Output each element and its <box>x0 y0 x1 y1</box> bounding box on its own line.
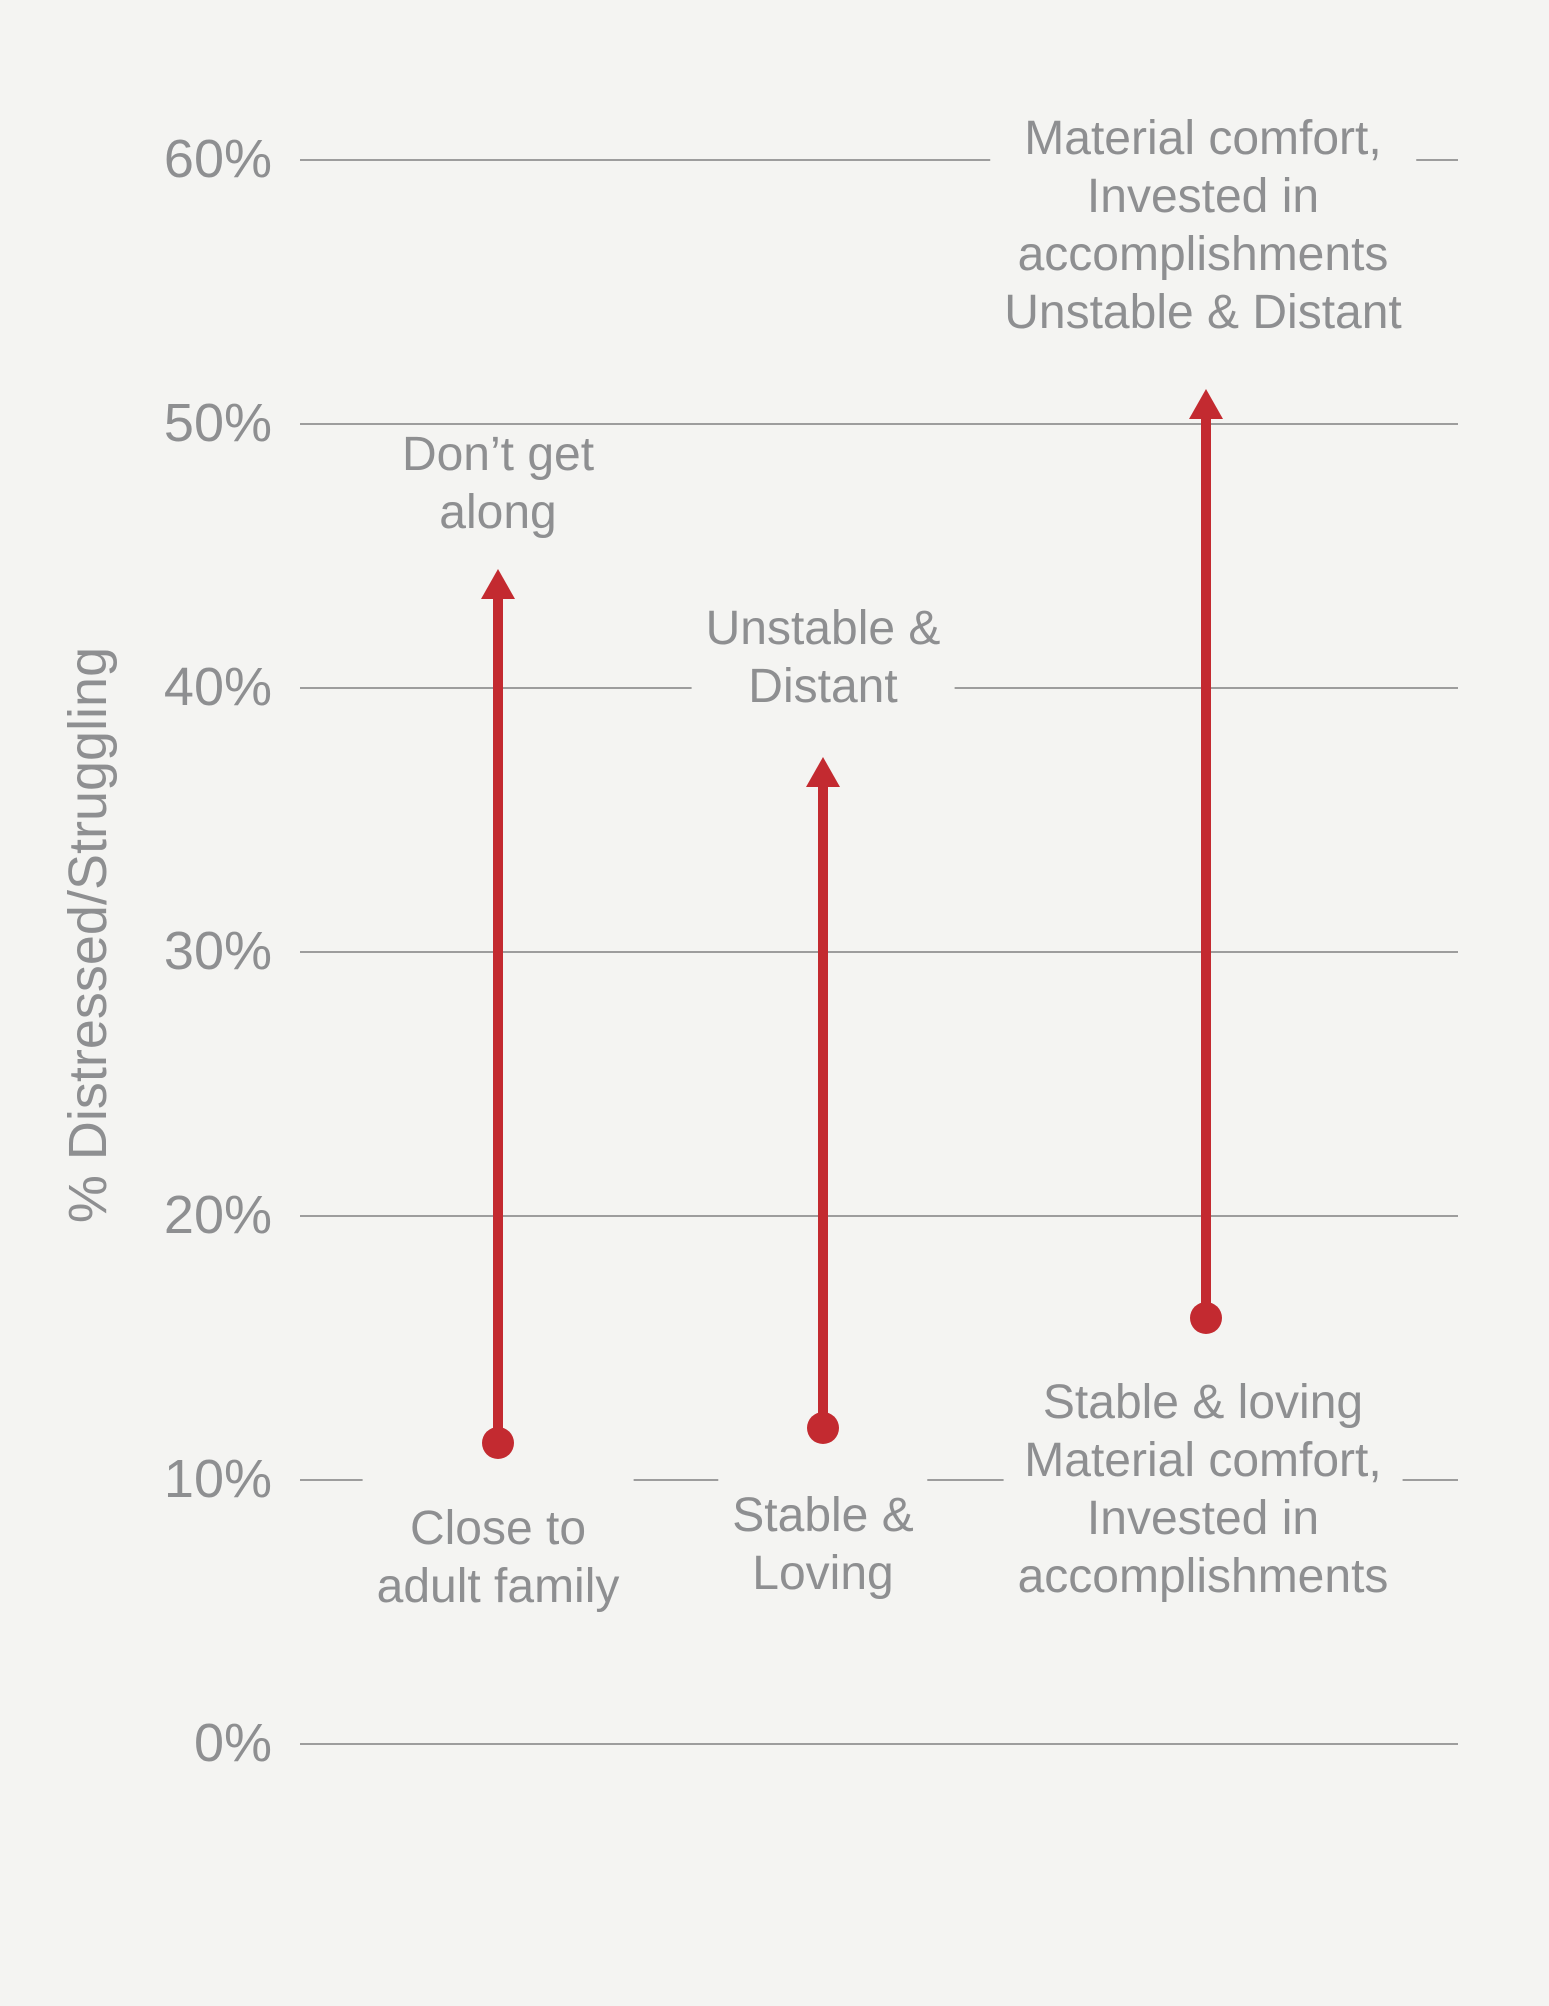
label-line: Unstable & Distant <box>1004 286 1402 339</box>
arrow-3-bottom-label: Stable & loving Material comfort, Invest… <box>1003 1374 1403 1606</box>
arrow-1-head <box>481 569 515 599</box>
arrow-2-start-dot <box>807 1412 839 1444</box>
arrow-2-bottom-label: Stable & Loving <box>718 1455 928 1603</box>
label-line: Material comfort, <box>1024 112 1382 165</box>
label-line: Material comfort, <box>1024 1434 1382 1487</box>
y-tick-0: 0% <box>193 1713 272 1773</box>
arrow-3-head <box>1189 389 1223 419</box>
label-line: Stable & <box>732 1489 914 1542</box>
y-tick-40: 40% <box>163 657 272 717</box>
label-line: Invested in <box>1086 170 1320 223</box>
arrow-1-stem <box>493 595 503 1443</box>
label-line: along <box>439 486 557 539</box>
label-line: Close to <box>409 1502 587 1555</box>
gridline-50 <box>300 423 1458 425</box>
arrow-1-bottom-label: Close to adult family <box>362 1462 634 1616</box>
y-tick-60: 60% <box>163 129 272 189</box>
y-axis-title: % Distressed/Struggling <box>58 646 118 1224</box>
gridline-0 <box>300 1743 1458 1745</box>
y-tick-30: 30% <box>163 921 272 981</box>
y-tick-50: 50% <box>163 393 272 453</box>
label-line: accomplishments <box>1017 1550 1389 1603</box>
gridline-20 <box>300 1215 1458 1217</box>
gridline-30 <box>300 951 1458 953</box>
arrow-2-head <box>806 757 840 787</box>
arrow-3-start-dot <box>1190 1302 1222 1334</box>
label-line: Stable & loving <box>1042 1376 1364 1429</box>
label-line: Unstable & <box>705 602 941 655</box>
arrow-3-stem <box>1201 415 1211 1318</box>
label-line: Don’t get <box>401 428 595 481</box>
label-line: Invested in <box>1086 1492 1320 1545</box>
y-tick-20: 20% <box>163 1185 272 1245</box>
arrow-1-start-dot <box>482 1427 514 1459</box>
label-line: accomplishments <box>1017 228 1389 281</box>
gridline-60 <box>300 159 1458 161</box>
label-line: Distant <box>748 660 898 713</box>
arrow-2-top-label: Unstable & Distant <box>691 600 955 716</box>
arrow-1-top-label: Don’t get along <box>387 426 609 542</box>
y-tick-10: 10% <box>163 1449 272 1509</box>
arrow-3-top-label: Material comfort, Invested in accomplish… <box>990 110 1416 342</box>
label-line: Loving <box>752 1547 894 1600</box>
arrow-2-stem <box>818 783 828 1428</box>
label-line: adult family <box>376 1560 620 1613</box>
